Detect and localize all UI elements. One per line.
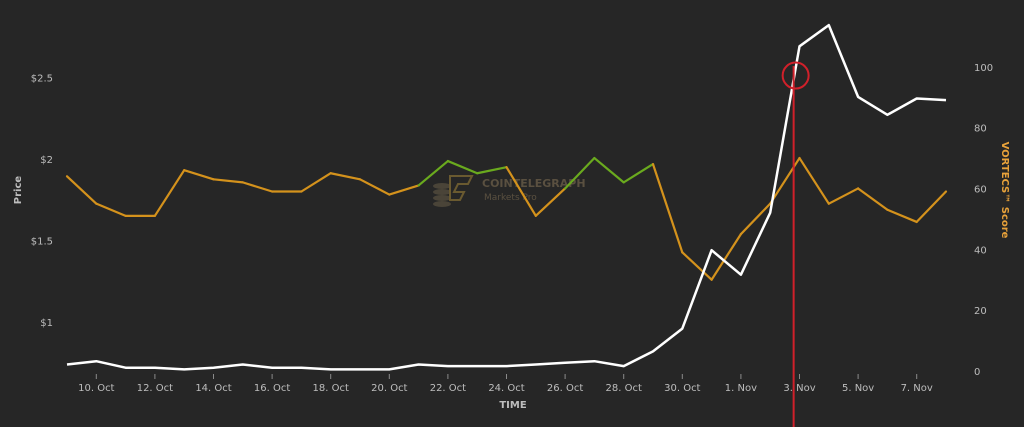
vortecs-segment [505,166,537,217]
vortecs-segment [593,156,625,184]
vortecs-segment [856,187,889,211]
y-right-tick-label: 80 [974,124,987,135]
price-line [66,23,947,371]
x-tick-label: 24. Oct [488,383,524,394]
vortecs-segment [915,190,948,224]
x-tick-label: 10. Oct [78,383,114,394]
x-tick-label: 7. Nov [901,383,933,394]
vortecs-segment [446,159,479,175]
vortecs-segment [534,187,567,217]
vortecs-segment [622,163,655,184]
x-axis: 10. Oct 12. Oct 14. Oct 16. Oct 18. Oct 20. O… [78,374,933,394]
vortecs-segment [651,163,684,254]
signal-marker [781,61,810,427]
x-tick-label: 22. Oct [430,383,466,394]
vortecs-segment [739,202,772,236]
vortecs-segment [65,175,98,205]
vortecs-segment [95,202,127,217]
vortecs-segment [563,156,596,190]
y-right-tick-label: 100 [974,63,993,74]
y-right-tick-label: 0 [974,367,980,378]
y-axis-right-title: VORTECS™ Score [999,142,1010,239]
y-left-tick-label: $2 [40,155,53,166]
watermark-product: Markets Pro [484,193,537,203]
watermark: COINTELEGRAPH Markets Pro [433,175,586,207]
y-left-tick-label: $1 [40,318,53,329]
x-tick-label: 20. Oct [371,383,407,394]
vortecs-segment [798,156,830,205]
vortecs-score-series [65,156,948,281]
vortecs-segment [388,184,420,196]
y-axis-left: $1 $1.5 $2 $2.5 [31,73,53,329]
y-left-tick-label: $1.5 [31,236,53,247]
x-tick-label: 26. Oct [547,383,583,394]
coin-stack-icon [433,183,451,207]
y-axis-right: 0 20 40 60 80 100 [974,63,993,378]
x-tick-label: 14. Oct [195,383,231,394]
y-right-tick-label: 60 [974,184,987,195]
y-left-tick-label: $2.5 [31,73,53,84]
brand-mark-icon [449,175,474,201]
y-right-tick-label: 40 [974,245,987,256]
y-right-tick-label: 20 [974,306,987,317]
signal-circle [781,61,810,90]
x-tick-label: 18. Oct [313,383,349,394]
x-axis-title: TIME [499,400,526,411]
vortecs-segment [681,251,713,281]
vortecs-segment [183,169,215,181]
x-tick-label: 16. Oct [254,383,290,394]
vortecs-segment [153,169,186,217]
x-tick-label: 3. Nov [783,383,815,394]
vortecs-segment [710,232,743,281]
x-tick-label: 30. Oct [664,383,700,394]
vortecs-segment [417,159,449,187]
x-tick-label: 28. Oct [606,383,642,394]
x-tick-label: 5. Nov [842,383,874,394]
y-axis-left-title: Price [13,176,24,205]
vortecs-segment [827,187,860,205]
vortecs-segment [212,178,244,184]
x-tick-label: 12. Oct [137,383,173,394]
price-series [66,23,947,371]
vortecs-segment [300,172,332,193]
vortecs-segment [886,208,918,224]
watermark-brand: COINTELEGRAPH [482,177,586,190]
vortecs-segment [329,172,362,181]
x-tick-label: 1. Nov [725,383,757,394]
vortecs-segment [241,181,274,193]
vortecs-segment [358,178,391,196]
vortecs-segment [476,166,508,175]
